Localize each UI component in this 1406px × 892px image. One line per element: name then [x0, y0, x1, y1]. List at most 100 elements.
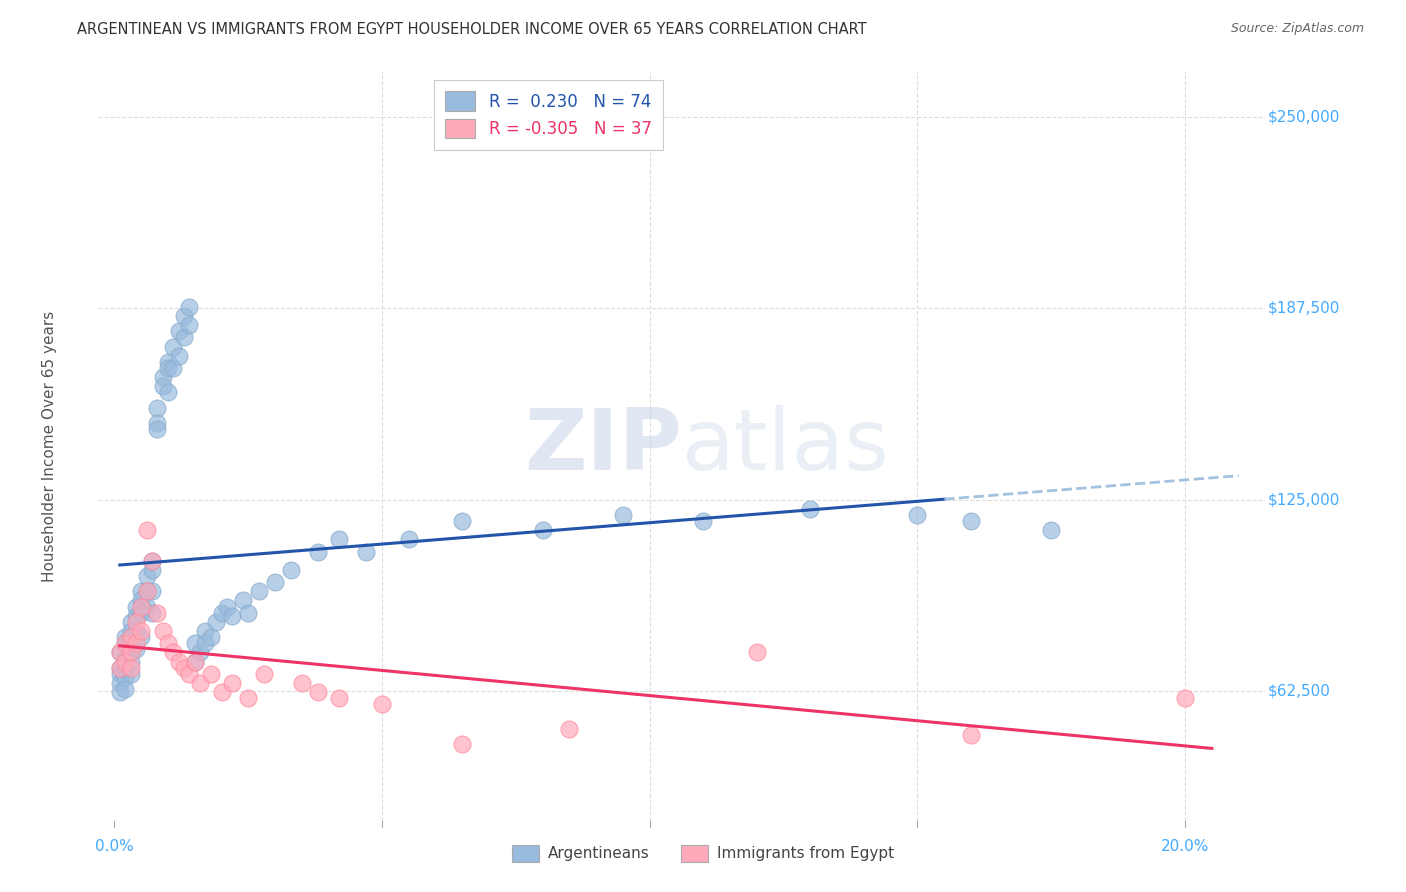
Point: [179, 318, 201, 333]
Point: [173, 309, 195, 323]
Point: [162, 361, 184, 376]
Point: [179, 666, 201, 681]
Point: [328, 533, 350, 547]
Point: [167, 324, 190, 338]
Point: [167, 655, 190, 669]
Point: [398, 533, 420, 547]
Point: [156, 636, 179, 650]
Text: Source: ZipAtlas.com: Source: ZipAtlas.com: [1230, 22, 1364, 36]
Point: [167, 349, 190, 363]
Point: [114, 670, 136, 684]
Point: [238, 606, 260, 620]
Point: [125, 608, 148, 623]
Point: [152, 624, 174, 638]
Text: $62,500: $62,500: [1268, 683, 1330, 698]
Point: [120, 655, 142, 669]
Point: [108, 645, 131, 659]
Point: [108, 676, 131, 690]
Point: [152, 370, 174, 384]
Legend: R =  0.230   N = 74, R = -0.305   N = 37: R = 0.230 N = 74, R = -0.305 N = 37: [433, 79, 664, 150]
Point: [108, 645, 131, 659]
Point: [114, 630, 136, 644]
Point: [129, 630, 152, 644]
Point: [146, 416, 169, 430]
Point: [135, 599, 157, 614]
Point: [114, 651, 136, 665]
Point: [141, 606, 163, 620]
Point: [146, 422, 169, 436]
Point: [108, 661, 131, 675]
Point: [184, 655, 207, 669]
Point: [173, 330, 195, 344]
Point: [371, 698, 394, 712]
Point: [184, 655, 207, 669]
Point: [194, 624, 217, 638]
Text: $250,000: $250,000: [1268, 110, 1340, 125]
Point: [125, 636, 148, 650]
Point: [120, 666, 142, 681]
Point: [114, 655, 136, 669]
Text: ARGENTINEAN VS IMMIGRANTS FROM EGYPT HOUSEHOLDER INCOME OVER 65 YEARS CORRELATIO: ARGENTINEAN VS IMMIGRANTS FROM EGYPT HOU…: [77, 22, 868, 37]
Point: [162, 340, 184, 354]
Point: [120, 615, 142, 629]
Point: [960, 514, 983, 528]
Point: [135, 569, 157, 583]
Point: [125, 599, 148, 614]
Point: [135, 584, 157, 599]
Point: [451, 737, 474, 751]
Point: [200, 630, 222, 644]
Point: [141, 584, 163, 599]
Point: [280, 563, 302, 577]
Text: $187,500: $187,500: [1268, 301, 1340, 316]
Point: [120, 645, 142, 659]
Point: [531, 523, 554, 537]
Point: [129, 624, 152, 638]
Point: [799, 501, 821, 516]
Point: [120, 630, 142, 644]
Text: $125,000: $125,000: [1268, 492, 1340, 507]
Point: [120, 661, 142, 675]
Point: [221, 608, 243, 623]
Point: [253, 666, 276, 681]
Point: [141, 554, 163, 568]
Text: 0.0%: 0.0%: [96, 839, 134, 854]
Point: [307, 685, 329, 699]
Point: [211, 685, 233, 699]
Point: [188, 676, 211, 690]
Point: [135, 584, 157, 599]
Point: [141, 563, 163, 577]
Point: [125, 624, 148, 638]
Point: [247, 584, 270, 599]
Point: [156, 355, 179, 369]
Point: [108, 685, 131, 699]
Point: [152, 379, 174, 393]
Point: [307, 544, 329, 558]
Point: [114, 636, 136, 650]
Point: [612, 508, 634, 522]
Point: [141, 554, 163, 568]
Point: [264, 575, 287, 590]
Point: [125, 615, 148, 629]
Point: [146, 401, 169, 415]
Point: [215, 599, 238, 614]
Point: [907, 508, 929, 522]
Point: [114, 661, 136, 675]
Point: [156, 361, 179, 376]
Point: [129, 593, 152, 607]
Point: [108, 661, 131, 675]
Point: [328, 691, 350, 706]
Text: atlas: atlas: [682, 404, 890, 488]
Point: [188, 645, 211, 659]
Point: [184, 636, 207, 650]
Point: [162, 645, 184, 659]
Text: Householder Income Over 65 years: Householder Income Over 65 years: [42, 310, 56, 582]
Point: [238, 691, 260, 706]
Point: [179, 300, 201, 314]
Point: [354, 544, 377, 558]
Point: [114, 682, 136, 697]
Point: [120, 645, 142, 659]
Legend: Argentineans, Immigrants from Egypt: Argentineans, Immigrants from Egypt: [506, 838, 900, 868]
Point: [173, 661, 195, 675]
Point: [146, 606, 169, 620]
Point: [129, 606, 152, 620]
